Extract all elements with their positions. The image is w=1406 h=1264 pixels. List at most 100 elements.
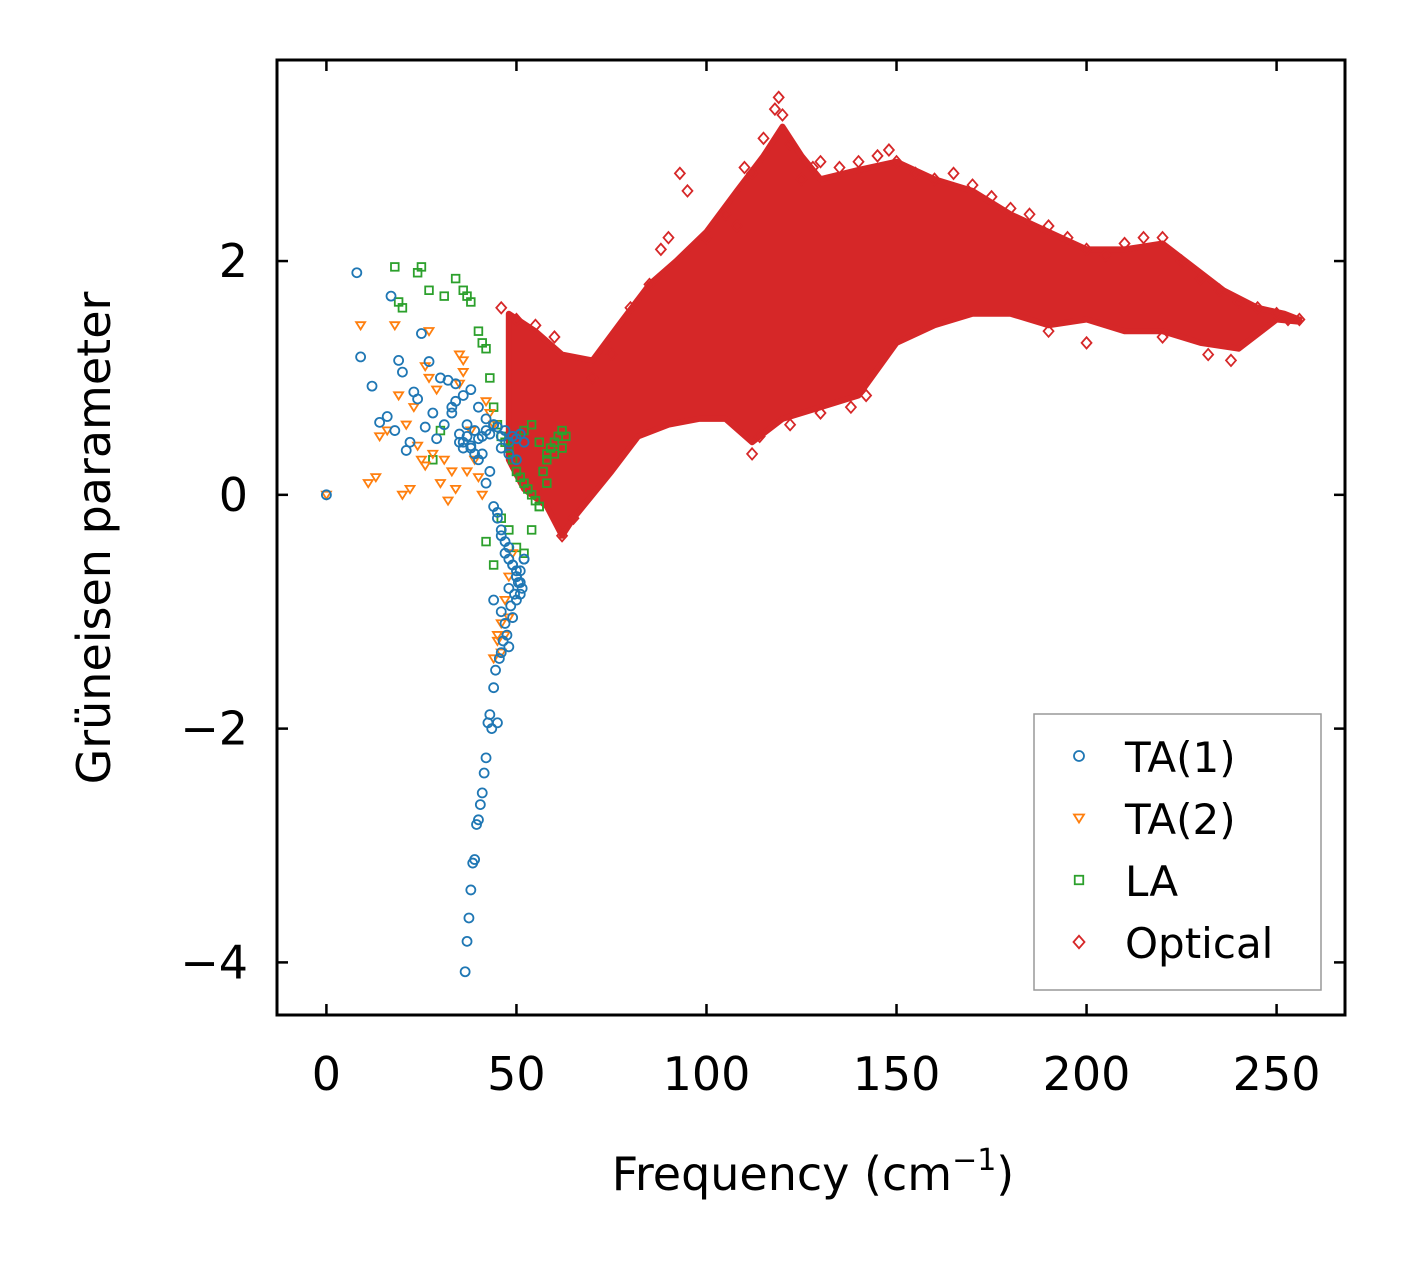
marker-ta-2-	[453, 350, 466, 361]
marker-ta-1-	[480, 413, 492, 425]
marker-optical	[567, 511, 580, 526]
marker-optical	[1042, 218, 1055, 233]
marker-optical	[768, 102, 782, 117]
marker-ta-1-	[438, 419, 450, 431]
marker-optical	[1080, 242, 1093, 257]
marker-ta-1-	[503, 582, 515, 594]
marker-optical	[548, 330, 561, 345]
marker-optical	[745, 446, 759, 461]
x-tick-label: 50	[487, 1047, 546, 1101]
marker-optical	[1251, 300, 1264, 315]
marker-optical	[776, 107, 789, 122]
marker-optical	[1270, 306, 1283, 321]
marker-optical	[700, 230, 713, 245]
marker-ta-2-	[422, 327, 436, 337]
y-axis-label: Grüneisen parameter	[67, 291, 121, 784]
marker-ta-2-	[422, 373, 436, 384]
marker-ta-2-	[403, 484, 417, 495]
marker-ta-2-	[320, 490, 333, 501]
marker-optical	[966, 178, 979, 193]
marker-la	[473, 326, 484, 336]
marker-optical	[890, 154, 903, 169]
marker-ta-2-	[483, 408, 496, 419]
marker-ta-1-	[509, 588, 520, 600]
marker-ta-1-	[495, 524, 507, 536]
marker-optical	[928, 172, 941, 187]
marker-optical	[719, 207, 732, 222]
marker-optical	[1004, 201, 1017, 216]
marker-ta-1-	[321, 489, 332, 501]
marker-ta-1-	[457, 390, 469, 401]
marker-ta-1-	[465, 884, 477, 896]
tick-labels: 0 50 100 150 200 250 −4 −2 0 2	[180, 234, 1320, 1101]
marker-ta-1-	[514, 577, 526, 588]
optical-band	[505, 123, 1303, 539]
y-tick-label: 2	[219, 234, 248, 288]
marker-la	[542, 478, 552, 488]
marker-optical	[654, 242, 668, 257]
legend-item: TA(2)	[1072, 795, 1236, 844]
x-tick-label: 0	[312, 1047, 341, 1101]
marker-ta-2-	[476, 490, 489, 501]
marker-ta-1-	[511, 594, 522, 606]
marker-optical	[814, 154, 827, 169]
marker-la	[526, 419, 537, 430]
marker-la	[519, 548, 529, 559]
marker-ta-1-	[478, 767, 490, 779]
y-tick-label: 0	[219, 468, 248, 522]
marker-ta-1-	[480, 752, 492, 764]
marker-optical	[1281, 312, 1295, 327]
marker-ta-1-	[503, 542, 515, 553]
marker-ta-1-	[355, 351, 367, 363]
marker-optical	[806, 160, 820, 175]
marker-ta-1-	[495, 530, 507, 542]
marker-ta-2-	[491, 631, 504, 641]
marker-ta-1-	[469, 854, 481, 865]
marker-ta-1-	[499, 425, 511, 436]
marker-ta-1-	[416, 328, 427, 339]
legend-label: TA(1)	[1124, 733, 1236, 782]
marker-optical	[1118, 236, 1131, 251]
marker-ta-2-	[434, 479, 447, 489]
marker-ta-2-	[407, 403, 420, 413]
marker-ta-2-	[457, 368, 470, 378]
marker-ta-2-	[419, 461, 432, 472]
marker-ta-1-	[461, 935, 473, 947]
marker-optical	[1023, 207, 1036, 222]
marker-ta-1-	[412, 393, 424, 405]
marker-ta-2-	[415, 455, 428, 466]
marker-ta-1-	[495, 606, 507, 618]
marker-optical	[833, 160, 846, 175]
plot-frame	[275, 58, 1347, 1017]
legend-marker	[1072, 934, 1086, 950]
marker-optical	[772, 90, 785, 105]
marker-ta-2-	[498, 595, 512, 606]
marker-ta-1-	[492, 717, 503, 729]
marker-la	[542, 449, 552, 459]
marker-ta-2-	[495, 648, 508, 659]
marker-ta-2-	[487, 654, 500, 665]
marker-ta-2-	[457, 356, 470, 367]
marker-optical	[859, 388, 873, 403]
marker-optical	[871, 148, 884, 163]
marker-ta-2-	[388, 321, 401, 332]
x-tick-label: 100	[663, 1047, 751, 1101]
marker-ta-1-	[476, 448, 488, 460]
marker-ta-1-	[404, 436, 416, 448]
marker-ta-2-	[460, 467, 474, 478]
marker-optical	[757, 131, 770, 146]
marker-la	[534, 437, 544, 447]
marker-ta-1-	[374, 416, 386, 428]
marker-ta-1-	[450, 395, 462, 407]
legend-item: Optical	[1072, 919, 1273, 968]
marker-ta-1-	[493, 653, 505, 664]
marker-ta-2-	[445, 467, 458, 478]
marker-optical	[783, 417, 797, 432]
marker-ta-2-	[491, 636, 504, 647]
marker-ta-1-	[505, 600, 517, 612]
marker-optical	[814, 406, 827, 420]
marker-ta-1-	[486, 723, 498, 735]
marker-optical	[586, 370, 599, 385]
marker-ta-1-	[507, 612, 519, 623]
